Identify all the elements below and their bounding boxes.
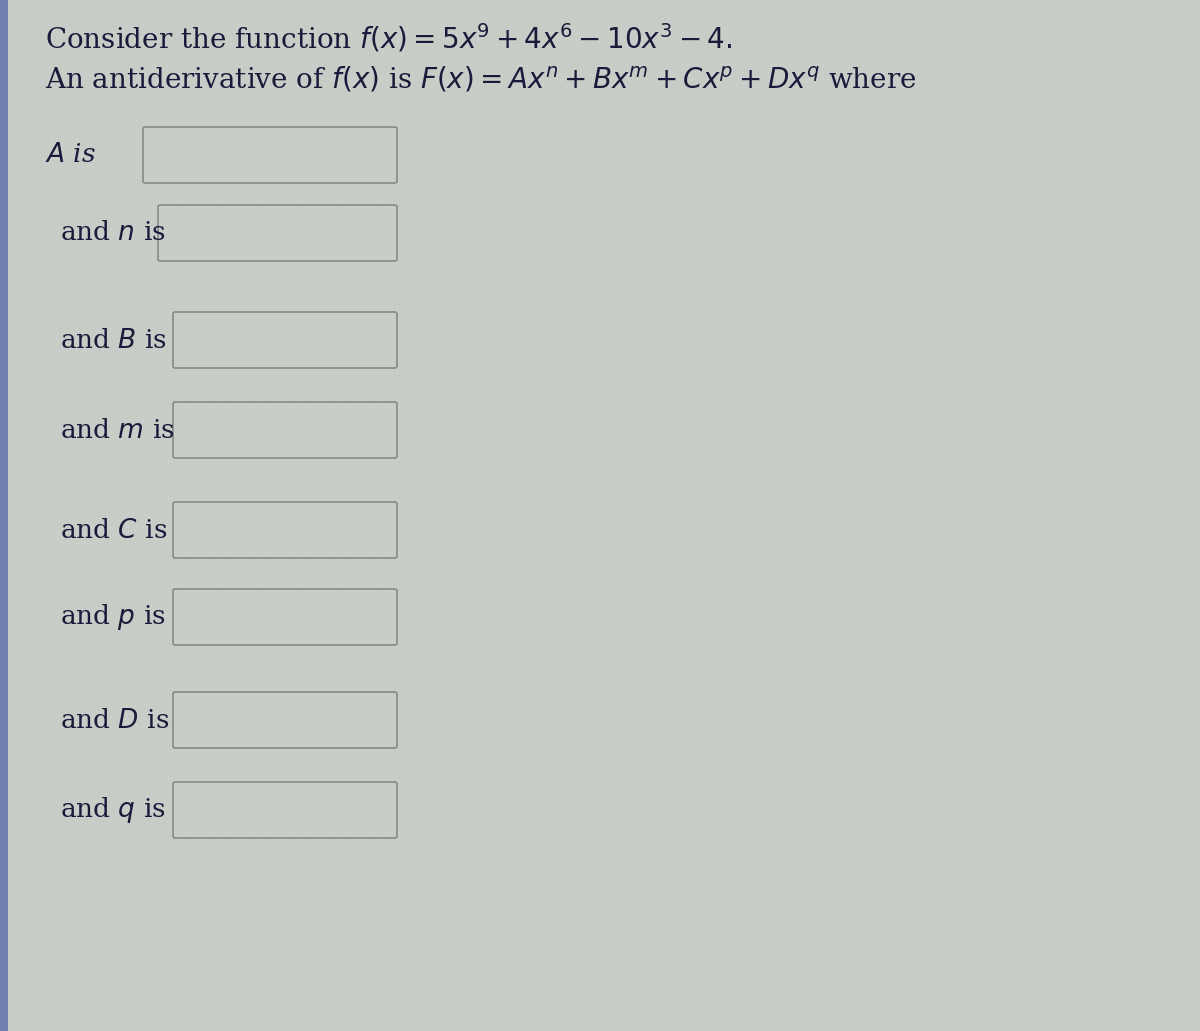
FancyBboxPatch shape	[173, 692, 397, 749]
Text: and $C$ is: and $C$ is	[60, 518, 167, 542]
Text: and $m$ is: and $m$ is	[60, 418, 175, 442]
Text: and $n$ is: and $n$ is	[60, 221, 166, 245]
FancyBboxPatch shape	[173, 502, 397, 558]
FancyBboxPatch shape	[173, 312, 397, 368]
Text: An antiderivative of $f(x)$ is $F(x) = Ax^n + Bx^m + Cx^p + Dx^q$ where: An antiderivative of $f(x)$ is $F(x) = A…	[46, 65, 917, 95]
FancyBboxPatch shape	[143, 127, 397, 182]
Text: $A$ is: $A$ is	[46, 142, 96, 167]
Text: Consider the function $f(x) = 5x^9 + 4x^6 - 10x^3 - 4.$: Consider the function $f(x) = 5x^9 + 4x^…	[46, 22, 732, 55]
Text: and $D$ is: and $D$ is	[60, 707, 169, 732]
FancyBboxPatch shape	[173, 781, 397, 838]
Text: and $B$ is: and $B$ is	[60, 328, 167, 353]
Bar	[0, 0, 8, 1031]
FancyBboxPatch shape	[173, 589, 397, 645]
FancyBboxPatch shape	[173, 402, 397, 458]
Text: and $p$ is: and $p$ is	[60, 602, 166, 632]
Text: and $q$ is: and $q$ is	[60, 795, 166, 825]
FancyBboxPatch shape	[158, 205, 397, 261]
